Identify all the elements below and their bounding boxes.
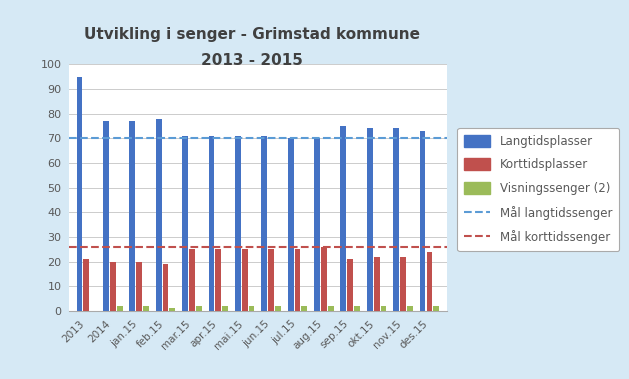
Legend: Langtidsplasser, Korttidsplasser, Visningssenger (2), Mål langtidssenger, Mål ko: Langtidsplasser, Korttidsplasser, Visnin… — [457, 128, 620, 251]
Bar — [433, 306, 439, 311]
Bar — [215, 249, 221, 311]
Bar — [314, 138, 320, 311]
Bar — [182, 136, 188, 311]
Bar — [354, 306, 360, 311]
Bar — [347, 259, 353, 311]
Bar — [248, 306, 255, 311]
Bar — [77, 77, 82, 311]
Bar — [163, 264, 169, 311]
Bar — [169, 309, 175, 311]
Bar — [328, 306, 333, 311]
Bar — [393, 128, 399, 311]
Bar — [117, 306, 123, 311]
Bar — [340, 126, 347, 311]
Bar — [156, 119, 162, 311]
Bar — [196, 306, 202, 311]
Bar — [84, 259, 89, 311]
Bar — [294, 249, 301, 311]
Bar — [235, 136, 241, 311]
Bar — [367, 128, 373, 311]
Bar — [189, 249, 195, 311]
Bar — [321, 247, 327, 311]
Bar — [136, 262, 142, 311]
Bar — [275, 306, 281, 311]
Bar — [110, 262, 116, 311]
Bar — [103, 121, 109, 311]
Bar — [143, 306, 149, 311]
Text: Utvikling i senger - Grimstad kommune: Utvikling i senger - Grimstad kommune — [84, 27, 420, 42]
Bar — [426, 252, 432, 311]
Bar — [381, 306, 386, 311]
Bar — [301, 306, 307, 311]
Bar — [374, 257, 379, 311]
Bar — [287, 138, 294, 311]
Bar — [130, 121, 135, 311]
Text: 2013 - 2015: 2013 - 2015 — [201, 53, 303, 68]
Bar — [400, 257, 406, 311]
Bar — [242, 249, 248, 311]
Bar — [222, 306, 228, 311]
Bar — [261, 136, 267, 311]
Bar — [209, 136, 214, 311]
Bar — [407, 306, 413, 311]
Bar — [420, 131, 425, 311]
Bar — [268, 249, 274, 311]
